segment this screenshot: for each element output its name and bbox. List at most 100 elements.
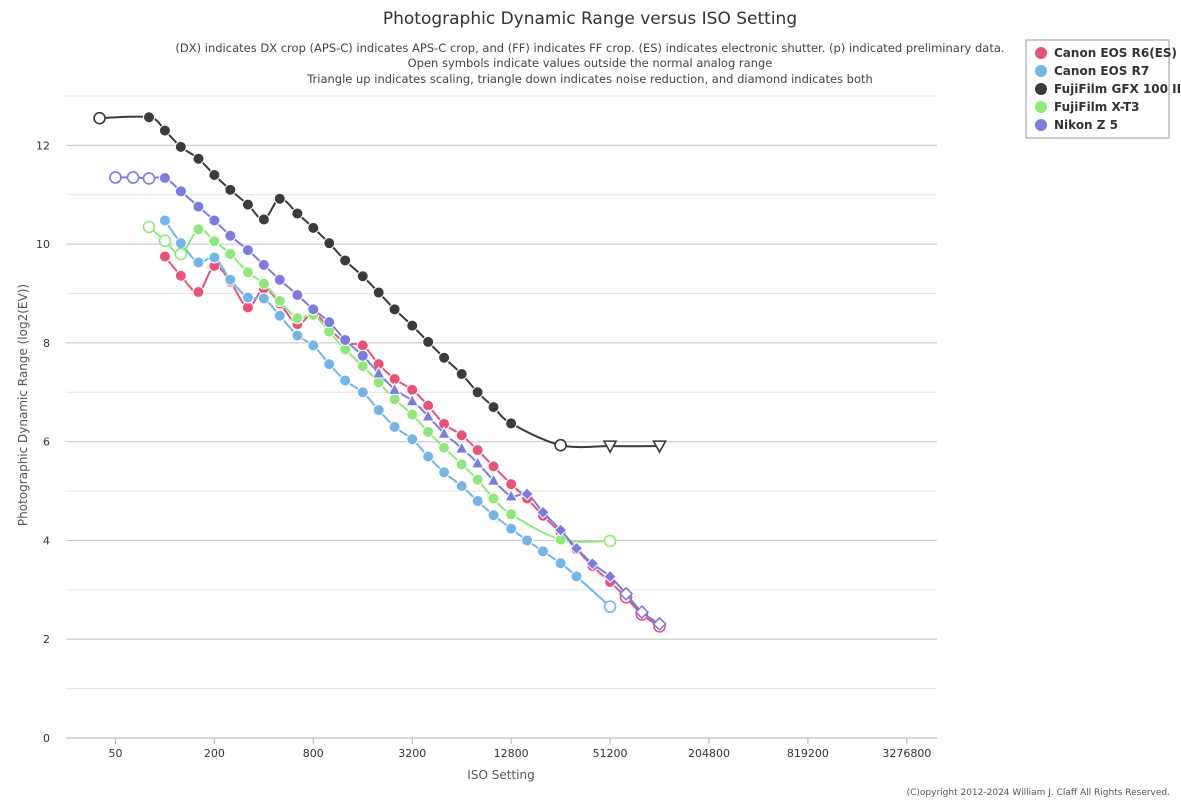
data-point xyxy=(504,488,518,502)
data-point xyxy=(569,541,584,556)
data-point xyxy=(224,273,237,286)
x-tick-label: 3200 xyxy=(398,747,426,760)
legend-symbol xyxy=(1035,47,1047,59)
y-tick-label: 12 xyxy=(36,139,50,152)
data-point xyxy=(454,441,469,454)
data-point xyxy=(438,441,451,454)
series-line xyxy=(115,176,661,625)
data-point xyxy=(438,351,451,364)
data-point xyxy=(455,458,468,471)
data-point xyxy=(109,171,122,184)
data-point xyxy=(388,420,401,433)
data-point xyxy=(603,569,617,584)
data-point xyxy=(174,185,187,198)
legend-items: Canon EOS R6(ES) Canon EOS R7 FujiFilm GFX… xyxy=(1035,46,1181,132)
data-point xyxy=(554,438,567,452)
data-point xyxy=(158,171,171,184)
chart-subtitle-line-1: (DX) indicates DX crop (APS-C) indicates… xyxy=(175,41,1004,55)
data-point xyxy=(388,393,401,406)
data-point xyxy=(356,339,369,352)
data-point xyxy=(339,254,352,267)
data-point xyxy=(470,455,485,469)
data-point xyxy=(487,509,500,522)
x-tick-label: 51200 xyxy=(593,747,628,760)
legend-box xyxy=(1025,39,1170,139)
data-point xyxy=(356,386,369,399)
data-point xyxy=(356,360,369,373)
data-point xyxy=(406,319,419,332)
data-point xyxy=(505,508,518,521)
data-point xyxy=(143,111,156,124)
legend-entry[interactable]: Canon EOS R7 xyxy=(1054,64,1149,78)
legend-entry[interactable]: Nikon Z 5 xyxy=(1054,118,1118,132)
data-point xyxy=(257,292,270,305)
data-point xyxy=(307,339,320,352)
y-tick-label: 2 xyxy=(43,633,50,646)
data-point xyxy=(241,244,254,257)
y-axis-ticks: 0 2 4 6 8 10 12 xyxy=(36,139,50,745)
data-point xyxy=(505,478,518,491)
data-point xyxy=(339,374,352,387)
data-point xyxy=(585,556,600,571)
x-axis-ticks: 50 200 800 3200 12800 51200 204800 819200 327680… xyxy=(108,738,931,760)
data-point xyxy=(471,473,484,486)
series-4 xyxy=(109,171,667,632)
data-point xyxy=(372,286,385,299)
data-point xyxy=(471,444,484,457)
x-tick-label: 800 xyxy=(303,747,324,760)
data-point xyxy=(174,237,187,250)
data-point xyxy=(241,301,254,314)
data-point xyxy=(257,258,270,271)
data-point xyxy=(553,523,568,537)
copyright-text: (C)opyright 2012-2024 William J. Claff A… xyxy=(907,788,1170,798)
data-point xyxy=(521,534,534,547)
data-point xyxy=(455,368,468,381)
data-point xyxy=(208,169,221,182)
data-point xyxy=(158,124,171,137)
x-tick-label: 3276800 xyxy=(882,747,931,760)
chart-subtitle-line-2: Open symbols indicate values outside the… xyxy=(408,56,773,70)
legend-entry[interactable]: FujiFilm X-T3 xyxy=(1054,100,1140,114)
data-point xyxy=(291,289,304,302)
data-point xyxy=(323,316,336,329)
data-point xyxy=(273,273,286,286)
data-point xyxy=(437,426,451,439)
legend-entry[interactable]: FujiFilm GFX 100 II xyxy=(1054,82,1181,96)
data-point xyxy=(487,492,500,505)
data-point xyxy=(471,494,484,507)
series-line xyxy=(99,115,660,449)
x-tick-label: 12800 xyxy=(494,747,529,760)
series-3 xyxy=(142,220,617,548)
data-point xyxy=(224,183,237,196)
data-point xyxy=(192,223,205,236)
data-point xyxy=(291,312,304,325)
data-point xyxy=(356,270,369,283)
data-point xyxy=(174,269,187,282)
x-tick-label: 50 xyxy=(108,747,122,760)
data-point xyxy=(471,386,484,399)
y-tick-label: 4 xyxy=(43,534,50,547)
legend-entry[interactable]: Canon EOS R6(ES) xyxy=(1054,46,1177,60)
data-point xyxy=(158,214,171,227)
data-point xyxy=(158,234,172,247)
data-point xyxy=(455,480,468,493)
data-point xyxy=(224,248,237,261)
data-point xyxy=(192,286,205,299)
data-point xyxy=(126,171,140,184)
data-point xyxy=(554,557,567,570)
data-point xyxy=(520,487,534,501)
data-point xyxy=(652,440,667,454)
data-point xyxy=(422,425,435,438)
data-point xyxy=(505,417,518,430)
data-point xyxy=(603,600,617,613)
data-point xyxy=(291,207,304,220)
data-point xyxy=(438,466,451,479)
legend-symbol xyxy=(1035,101,1047,113)
legend-symbol xyxy=(1035,83,1047,95)
data-point xyxy=(208,251,221,264)
data-point xyxy=(422,450,435,463)
data-point xyxy=(307,221,320,234)
data-point xyxy=(192,200,205,213)
data-point xyxy=(158,250,171,263)
